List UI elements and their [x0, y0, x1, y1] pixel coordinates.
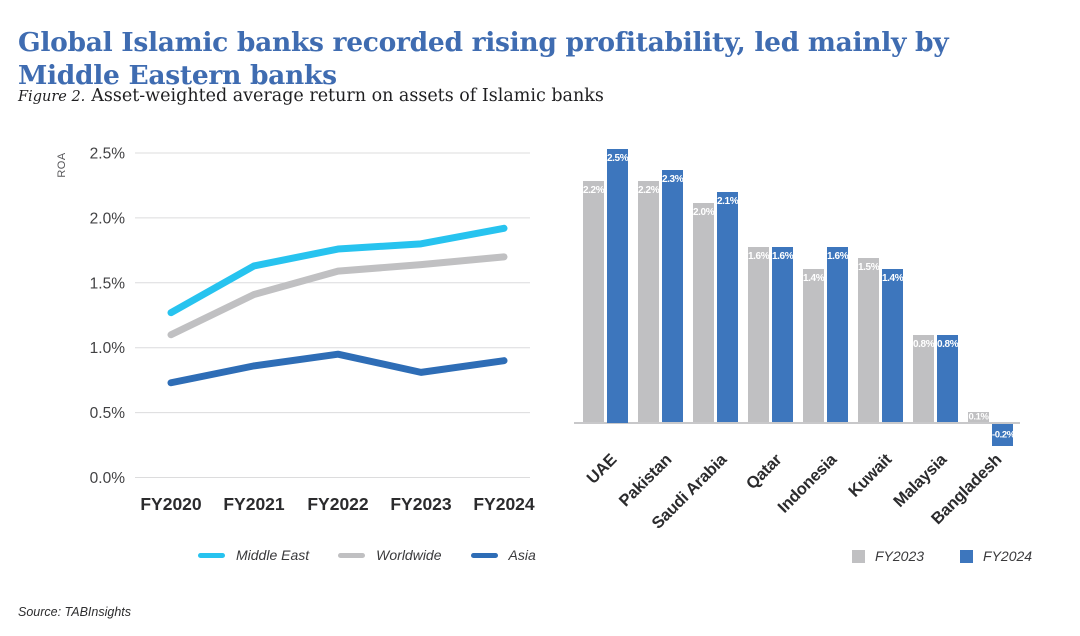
bar-bangladesh-fy2024: -0.2% — [992, 424, 1015, 446]
bar-pakistan-fy2023: 2.2% — [638, 181, 660, 423]
bar-uae-fy2024: 2.5% — [607, 148, 629, 423]
category-label-indonesia: Indonesia — [773, 450, 840, 517]
bar-saudi-arabia-fy2023: 2.0% — [693, 203, 715, 423]
page-title-line1: Global Islamic banks recorded rising pro… — [18, 26, 949, 58]
bar-value-label: 1.6% — [827, 251, 849, 263]
x-tick-label: FY2021 — [223, 494, 285, 514]
bar-value-label: 1.4% — [803, 273, 825, 285]
source-note: Source: TABInsights — [18, 605, 132, 619]
bar-indonesia-fy2024: 1.6% — [827, 247, 849, 423]
bar-value-label: 2.0% — [693, 207, 715, 219]
y-tick-label: 1.5% — [90, 275, 126, 292]
category-label-qatar: Qatar — [742, 450, 785, 494]
bar-value-label: 2.2% — [638, 185, 660, 197]
bar-chart-baseline — [574, 422, 1020, 424]
line-series-worldwide — [167, 253, 508, 339]
bar-malaysia-fy2024: 0.8% — [937, 334, 959, 423]
x-tick-label: FY2022 — [307, 494, 369, 514]
bar-malaysia-fy2023: 0.8% — [913, 334, 935, 423]
legend-item-worldwide: Worldwide — [338, 547, 442, 563]
bar-value-label: 1.6% — [772, 251, 794, 263]
legend-item-middle-east: Middle East — [198, 547, 309, 563]
bar-qatar-fy2024: 1.6% — [772, 247, 794, 423]
bar-value-label: 0.8% — [937, 338, 959, 350]
legend-item-fy2023: FY2023 — [852, 548, 924, 564]
line-chart-legend: Middle East Worldwide Asia — [198, 545, 536, 565]
y-tick-label: 1.0% — [90, 340, 126, 357]
category-label-saudi-arabia: Saudi Arabia — [647, 450, 730, 533]
bar-uae-fy2023: 2.2% — [583, 181, 605, 423]
bar-value-label: 1.6% — [748, 251, 770, 263]
y-axis-title: ROA — [56, 152, 68, 178]
bar-value-label: 2.3% — [662, 174, 684, 186]
legend-label: Asia — [508, 547, 536, 563]
x-tick-label: FY2020 — [140, 494, 202, 514]
bar-value-label: 2.5% — [607, 152, 629, 164]
legend-item-asia: Asia — [470, 547, 536, 563]
bar-kuwait-fy2023: 1.5% — [858, 258, 880, 423]
y-tick-label: 0.0% — [90, 470, 126, 487]
legend-line-swatch — [338, 552, 366, 558]
bar-saudi-arabia-fy2024: 2.1% — [717, 192, 739, 423]
bar-value-label: 0.1% — [968, 411, 989, 423]
legend-line-swatch — [470, 552, 498, 558]
page-title: Global Islamic banks recorded rising pro… — [18, 26, 1018, 92]
x-tick-label: FY2024 — [473, 494, 535, 514]
bar-value-label: 0.8% — [913, 338, 935, 350]
category-label-malaysia: Malaysia — [889, 450, 950, 511]
line-series-asia — [167, 350, 508, 387]
y-tick-label: 0.5% — [90, 405, 126, 422]
legend-label: Worldwide — [376, 547, 442, 563]
bar-bangladesh-fy2023: 0.1% — [968, 412, 989, 423]
bar-kuwait-fy2024: 1.4% — [882, 269, 904, 423]
line-chart: 0.0% 0.5% 1.0% 1.5% 2.0% 2.5% ROA FY2020 FY2021 F… — [56, 146, 535, 515]
y-tick-label: 2.0% — [90, 210, 126, 227]
x-tick-label: FY2023 — [390, 494, 452, 514]
figure-caption-text: Asset-weighted average return on assets … — [91, 86, 604, 106]
category-label-pakistan: Pakistan — [615, 450, 675, 511]
legend-label: FY2024 — [983, 548, 1033, 564]
bar-qatar-fy2023: 1.6% — [748, 247, 770, 423]
legend-item-fy2024: FY2024 — [960, 548, 1032, 564]
bar-pakistan-fy2024: 2.3% — [662, 170, 684, 423]
legend-square-swatch — [852, 549, 865, 563]
legend-square-swatch — [960, 549, 974, 563]
category-label-bangladesh: Bangladesh — [927, 450, 1005, 529]
bar-value-label: 2.1% — [717, 196, 739, 208]
y-tick-label: 2.5% — [90, 146, 126, 163]
bar-indonesia-fy2023: 1.4% — [803, 269, 825, 423]
bar-value-label: -0.2% — [992, 429, 1015, 441]
bar-value-label: 1.5% — [858, 262, 880, 274]
figure-caption: Figure 2. Asset-weighted average return o… — [18, 86, 918, 106]
legend-label: FY2023 — [875, 548, 925, 564]
figure-number: Figure 2. — [18, 89, 86, 105]
line-series-middle-east — [167, 224, 508, 317]
bar-value-label: 1.4% — [882, 273, 904, 285]
page-title-line2: Middle Eastern banks — [18, 59, 337, 91]
category-label-kuwait: Kuwait — [844, 450, 895, 501]
legend-label: Middle East — [236, 547, 310, 563]
bar-chart-legend: FY2023 FY2024 — [852, 546, 1032, 566]
legend-line-swatch — [198, 552, 225, 558]
bar-value-label: 2.2% — [583, 185, 605, 197]
